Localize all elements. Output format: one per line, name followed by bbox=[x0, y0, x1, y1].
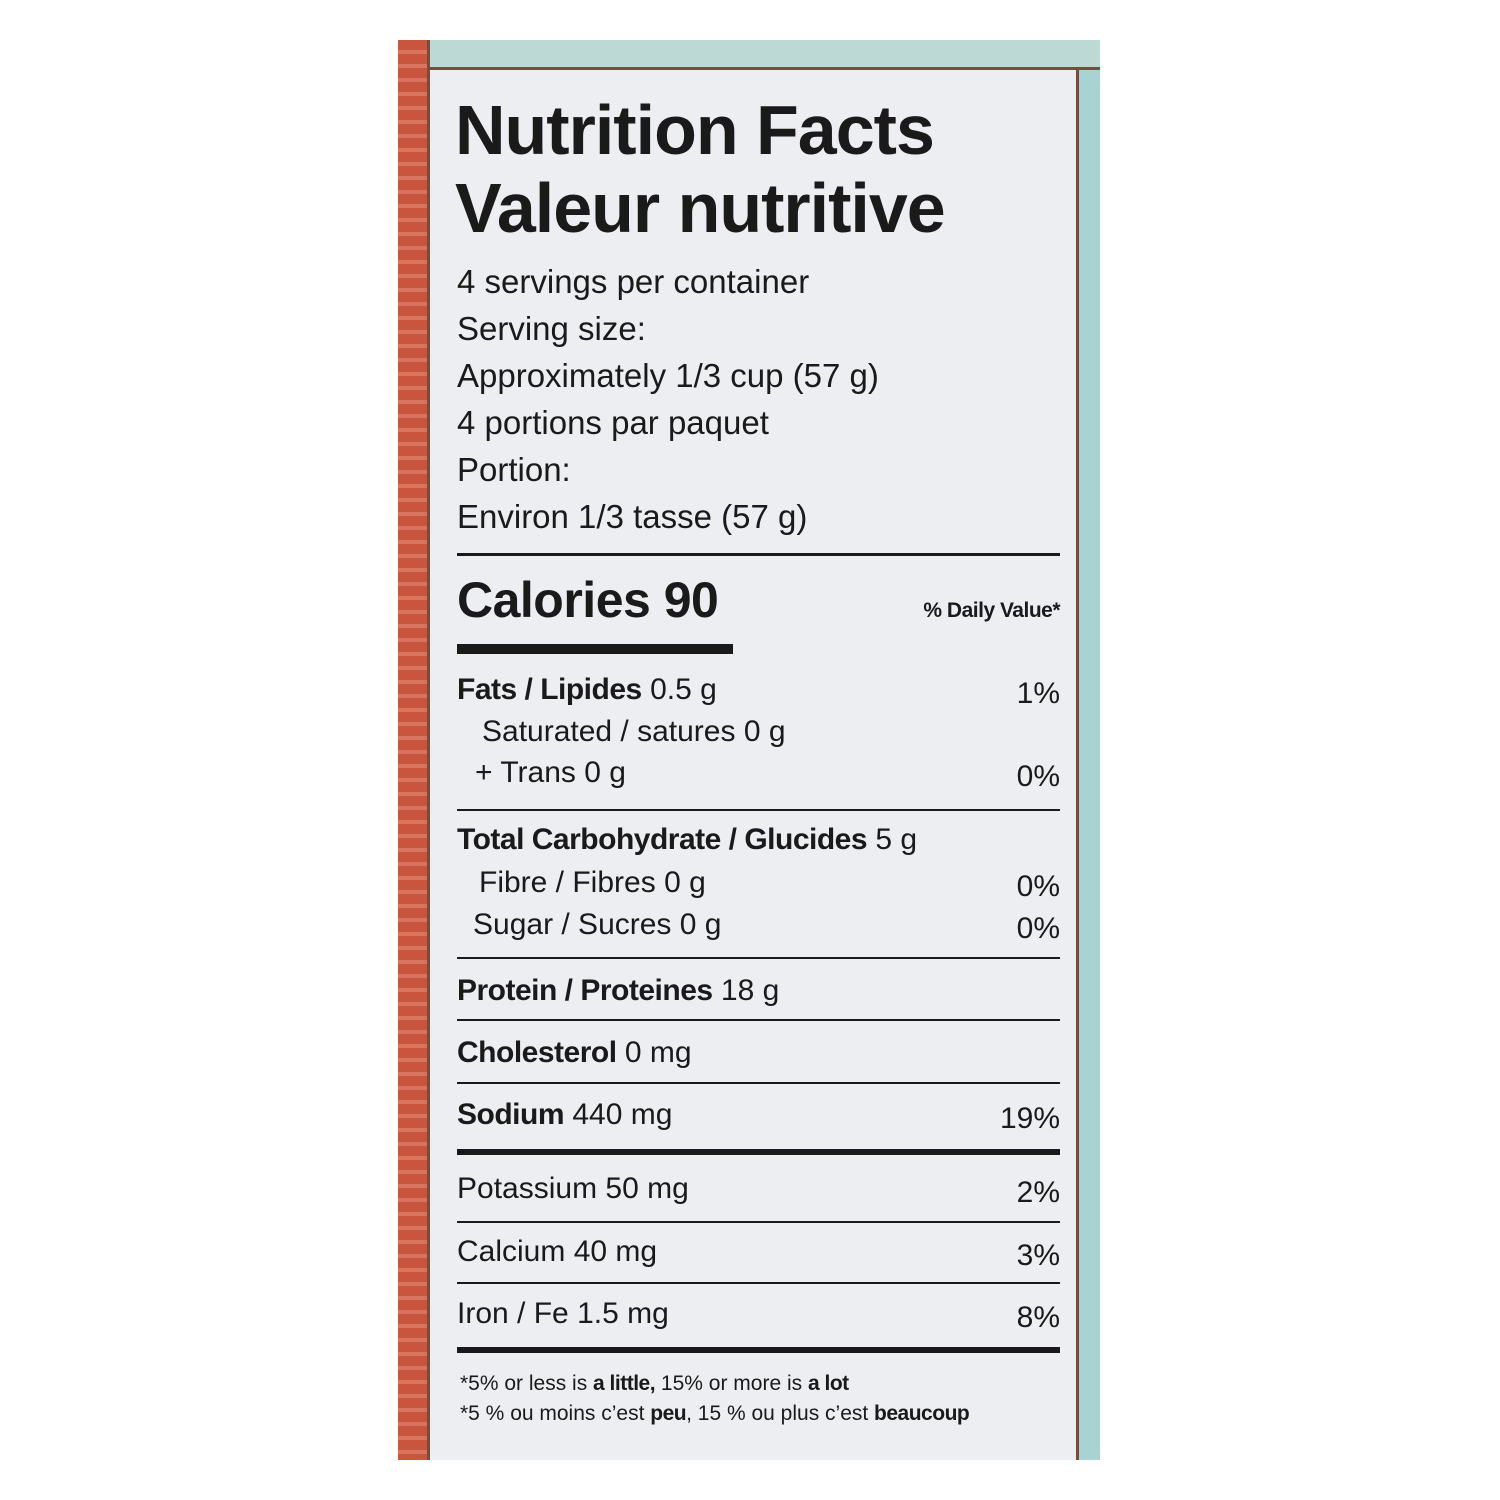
decorative-border bbox=[430, 40, 1100, 70]
rule bbox=[457, 957, 1060, 959]
decorative-border bbox=[1076, 70, 1100, 1460]
thick-rule bbox=[457, 644, 733, 654]
nutrient-name: Potassium bbox=[457, 1172, 598, 1205]
nutrient-amount: 50 mg bbox=[605, 1172, 689, 1205]
nutrient-name: + Trans bbox=[475, 756, 576, 789]
rule bbox=[457, 1082, 1060, 1084]
nutrient-amount: 0 g bbox=[664, 866, 706, 899]
nutrient-row: Fats / Lipides 0.5 g bbox=[457, 670, 717, 710]
footnote-part: 15% or more is bbox=[655, 1372, 808, 1395]
footnote-part: beaucoup bbox=[874, 1402, 970, 1425]
nutrient-name: Sodium bbox=[457, 1098, 565, 1131]
nutrient-amount: 0 g bbox=[679, 908, 722, 941]
nutrient-row: Sugar / Sucres 0 g bbox=[473, 905, 722, 945]
nutrient-amount: 40 mg bbox=[573, 1235, 658, 1268]
serving-line: Environ 1/3 tasse (57 g) bbox=[457, 498, 808, 535]
nutrient-amount: 1.5 mg bbox=[577, 1297, 669, 1330]
rule bbox=[457, 809, 1060, 811]
serving-line: Portion: bbox=[457, 451, 571, 488]
daily-value-header: % Daily Value* bbox=[923, 599, 1060, 622]
nutrient-name: Calcium bbox=[457, 1235, 566, 1268]
footnote: *5 % ou moins c’est peu, 15 % ou plus c’… bbox=[460, 1399, 970, 1429]
serving-line: 4 portions par paquet bbox=[457, 404, 769, 441]
nutrient-amount: 0 g bbox=[743, 715, 786, 748]
daily-percent: 1% bbox=[1016, 677, 1060, 710]
nutrient-row: Cholesterol 0 mg bbox=[457, 1033, 692, 1073]
decorative-border bbox=[398, 40, 430, 1460]
footnote-part: *5% or less is bbox=[460, 1372, 594, 1395]
nutrient-row: + Trans 0 g bbox=[475, 753, 626, 793]
rule bbox=[457, 1149, 1060, 1155]
footnote-part: a lot bbox=[807, 1372, 849, 1395]
rule bbox=[457, 553, 1060, 556]
rule bbox=[457, 1282, 1060, 1284]
title: Nutrition Facts bbox=[455, 91, 935, 169]
footnote-part: *5 % ou moins c’est bbox=[460, 1402, 651, 1425]
daily-percent: 2% bbox=[1016, 1176, 1060, 1209]
nutrient-row: Saturated / satures 0 g bbox=[482, 712, 786, 752]
label-panel bbox=[398, 40, 1100, 1460]
nutrient-name: Iron / Fe bbox=[457, 1297, 569, 1330]
serving-line: 4 servings per container bbox=[457, 263, 810, 300]
nutrient-name: Saturated / satures bbox=[482, 715, 736, 748]
title: Valeur nutritive bbox=[455, 169, 946, 247]
daily-percent: 0% bbox=[1016, 760, 1060, 793]
daily-percent: 0% bbox=[1016, 870, 1060, 903]
nutrient-amount: 440 mg bbox=[572, 1098, 673, 1131]
nutrient-name: Fats / Lipides bbox=[457, 673, 642, 706]
calories: Calories 90 bbox=[457, 572, 719, 628]
nutrient-row: Fibre / Fibres 0 g bbox=[479, 863, 706, 903]
nutrient-amount: 0.5 g bbox=[650, 673, 717, 706]
nutrient-name: Sugar / Sucres bbox=[473, 908, 672, 941]
nutrient-amount: 5 g bbox=[875, 823, 918, 856]
daily-percent: 8% bbox=[1016, 1301, 1060, 1334]
rule bbox=[457, 1019, 1060, 1021]
nutrient-name: Cholesterol bbox=[457, 1036, 617, 1069]
serving-line: Approximately 1/3 cup (57 g) bbox=[457, 357, 879, 394]
nutrient-amount: 18 g bbox=[720, 974, 780, 1007]
footnote-part: peu bbox=[650, 1402, 687, 1425]
nutrient-name: Fibre / Fibres bbox=[479, 866, 656, 899]
nutrient-row: Total Carbohydrate / Glucides 5 g bbox=[457, 820, 917, 860]
footnote: *5% or less is a little, 15% or more is … bbox=[460, 1369, 849, 1399]
nutrient-amount: 0 g bbox=[584, 756, 626, 789]
nutrient-row: Sodium 440 mg bbox=[457, 1095, 672, 1135]
footnote-part: a little, bbox=[593, 1372, 656, 1395]
daily-percent: 3% bbox=[1016, 1239, 1060, 1272]
daily-percent: 19% bbox=[999, 1102, 1060, 1135]
rule bbox=[457, 1347, 1060, 1353]
nutrient-row: Calcium 40 mg bbox=[457, 1232, 657, 1272]
nutrient-row: Potassium 50 mg bbox=[457, 1169, 689, 1209]
nutrient-name: Total Carbohydrate / Glucides bbox=[457, 823, 868, 856]
nutrient-name: Protein / Proteines bbox=[457, 974, 713, 1007]
nutrient-row: Iron / Fe 1.5 mg bbox=[457, 1294, 669, 1334]
serving-line: Serving size: bbox=[457, 310, 646, 347]
nutrient-amount: 0 mg bbox=[624, 1036, 692, 1069]
nutrient-row: Protein / Proteines 18 g bbox=[457, 971, 779, 1011]
rule bbox=[457, 1221, 1060, 1223]
daily-percent: 0% bbox=[1016, 912, 1060, 945]
footnote-part: , 15 % ou plus c’est bbox=[686, 1402, 875, 1425]
